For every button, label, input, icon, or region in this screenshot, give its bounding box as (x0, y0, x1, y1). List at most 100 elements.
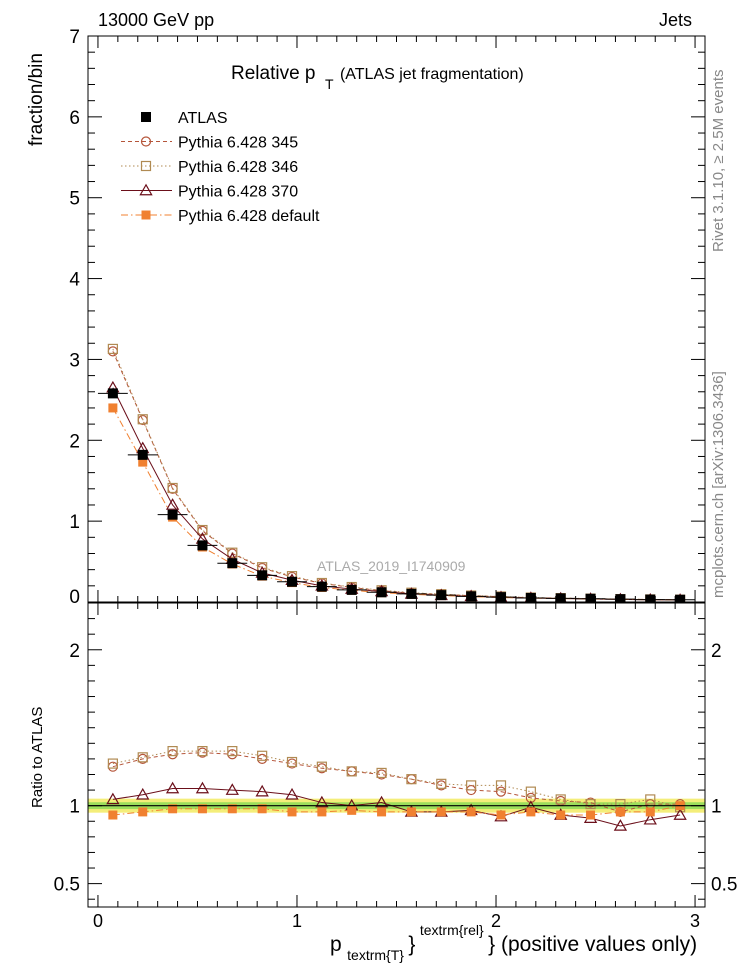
point-bottom-pythia-6-428-346-15 (555, 794, 566, 805)
point-bottom-pythia-6-428-346-5 (257, 750, 268, 761)
title-main: Relative p (231, 63, 316, 84)
y-tick-label-bottom-right: 2 (711, 641, 722, 662)
point-top-pythia-6-428-346-0 (107, 343, 118, 355)
point-top-atlas-11 (436, 590, 447, 601)
title-sub: T (325, 76, 334, 92)
point-top-atlas-18 (645, 594, 656, 602)
y-tick-label-bottom-right: 0.5 (711, 875, 737, 896)
point-bottom-pythia-6-428-346-18 (645, 794, 656, 805)
point-bottom-pythia-6-428-default-11 (436, 807, 446, 817)
point-bottom-pythia-6-428-default-13 (496, 810, 506, 820)
point-bottom-pythia-6-428-346-10 (406, 774, 417, 785)
point-bottom-pythia-6-428-346-0 (107, 758, 118, 769)
point-bottom-pythia-6-428-346-3 (197, 746, 208, 757)
series-bottom-pythia-6-428-default (108, 801, 685, 820)
point-bottom-pythia-6-428-default-10 (406, 807, 416, 817)
point-top-atlas-15 (555, 593, 566, 602)
point-bottom-pythia-6-428-default-4 (227, 804, 237, 814)
point-bottom-pythia-6-428-default-0 (108, 810, 118, 820)
x-tick-label: 0 (93, 911, 103, 931)
axis-ticks: 0 1 2 3 0 1 2 3 4 5 6 7 0.5 0.5 1 1 2 2 (54, 27, 738, 931)
header-right: Jets (659, 10, 692, 30)
legend-label: ATLAS (178, 110, 228, 127)
xlabel-sub: textrm{T} (347, 947, 404, 963)
point-bottom-pythia-6-428-370-9 (374, 795, 389, 808)
header-left: 13000 GeV pp (98, 10, 214, 30)
bottom-panel-frame (87, 602, 706, 908)
y-tick-label-top: 6 (69, 108, 80, 129)
point-top-pythia-6-428-default-1 (138, 457, 148, 467)
legend-marker (141, 112, 151, 122)
legend-marker (140, 136, 152, 147)
point-top-atlas-1 (137, 449, 148, 460)
point-bottom-pythia-6-428-370-18 (643, 812, 657, 825)
point-top-atlas-19 (675, 594, 686, 602)
x-tick-label: 3 (690, 911, 700, 931)
point-bottom-pythia-6-428-346-11 (436, 778, 447, 789)
series-layer (88, 343, 705, 831)
legend-label: Pythia 6.428 370 (178, 184, 298, 201)
title-rest: (ATLAS jet fragmentation) (340, 66, 524, 83)
point-top-atlas-16 (585, 593, 596, 602)
legend-item-pythia-6-428-345: Pythia 6.428 345 (121, 135, 298, 152)
legend-marker (141, 210, 151, 220)
point-bottom-pythia-6-428-default-12 (466, 807, 476, 817)
y-tick-label-top: 2 (69, 431, 80, 452)
y-tick-label-bottom-right: 1 (711, 797, 722, 818)
y-axis-label-bottom: Ratio to ATLAS (29, 707, 46, 808)
point-bottom-pythia-6-428-346-7 (316, 761, 327, 772)
point-bottom-pythia-6-428-default-15 (556, 810, 566, 820)
y-tick-label-top: 4 (69, 270, 80, 291)
point-bottom-pythia-6-428-346-9 (376, 767, 387, 779)
mcplots-label: mcplots.cern.ch [arXiv:1306.3436] (710, 371, 727, 598)
legend-item-pythia-6-428-370: Pythia 6.428 370 (121, 184, 298, 201)
point-top-pythia-6-428-346-1 (137, 414, 148, 425)
x-tick-label: 2 (491, 911, 501, 931)
legend-item-atlas: ATLAS (141, 110, 228, 127)
y-tick-label-top: 0 (69, 587, 80, 608)
point-bottom-pythia-6-428-default-18 (645, 807, 655, 817)
point-bottom-pythia-6-428-346-12 (466, 780, 477, 791)
series-top-pythia-6-428-default (108, 403, 685, 602)
point-bottom-pythia-6-428-370-5 (255, 784, 269, 797)
y-tick-label-top: 7 (69, 27, 80, 48)
legend-label: Pythia 6.428 346 (178, 159, 298, 176)
chart-title: Relative p T (ATLAS jet fragmentation) (231, 63, 524, 93)
legend-label: Pythia 6.428 default (178, 208, 320, 225)
xlabel-brace: } (408, 933, 415, 956)
legend-label: Pythia 6.428 345 (178, 135, 298, 152)
point-bottom-pythia-6-428-default-1 (138, 807, 148, 817)
y-tick-label-bottom-left: 0.5 (54, 875, 80, 896)
x-axis-label: p textrm{T} } textrm{rel} } (positive va… (330, 922, 697, 964)
y-tick-label-bottom-left: 2 (69, 641, 80, 662)
point-bottom-pythia-6-428-370-2 (165, 781, 180, 794)
point-bottom-pythia-6-428-370-6 (285, 787, 299, 800)
point-bottom-pythia-6-428-370-4 (225, 783, 239, 795)
point-top-atlas-6 (287, 576, 298, 587)
rivet-label: Rivet 3.1.10, ≥ 2.5M events (710, 70, 727, 253)
point-top-atlas-12 (466, 591, 477, 602)
point-bottom-pythia-6-428-default-2 (168, 804, 178, 814)
point-bottom-pythia-6-428-default-16 (586, 810, 596, 820)
point-bottom-pythia-6-428-default-14 (526, 807, 536, 817)
xlabel-rest: } (positive values only) (488, 933, 697, 956)
point-top-pythia-6-428-default-0 (108, 403, 118, 413)
point-bottom-pythia-6-428-default-5 (257, 804, 267, 814)
legend-marker (139, 183, 153, 196)
y-tick-label-top: 3 (69, 350, 80, 371)
y-axis-label-top: fraction/bin (26, 53, 47, 146)
point-bottom-pythia-6-428-346-2 (167, 746, 178, 757)
x-tick-label: 1 (292, 911, 302, 931)
point-top-atlas-17 (615, 594, 626, 602)
point-top-atlas-10 (406, 588, 417, 599)
point-bottom-pythia-6-428-default-6 (287, 807, 297, 817)
point-bottom-pythia-6-428-370-0 (106, 792, 120, 805)
xlabel-p: p (330, 933, 342, 956)
point-bottom-pythia-6-428-345-13 (495, 786, 507, 797)
line-bottom-pythia-6-428-370 (112, 788, 681, 827)
point-bottom-pythia-6-428-370-19 (673, 808, 687, 820)
point-top-atlas-8 (346, 584, 357, 595)
legend: ATLAS Pythia 6.428 345 Pythia 6.428 346 Pyt… (121, 110, 320, 225)
series-top-atlas (97, 388, 696, 602)
